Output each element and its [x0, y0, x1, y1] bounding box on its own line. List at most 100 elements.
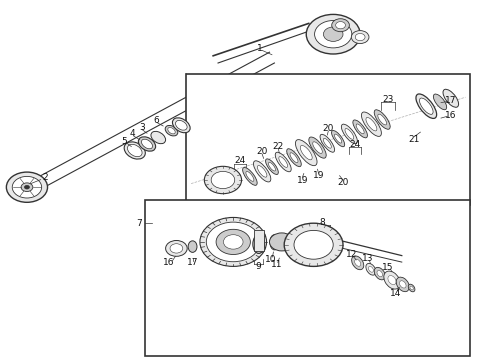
Ellipse shape [138, 137, 156, 151]
Ellipse shape [309, 137, 326, 158]
Text: 15: 15 [382, 263, 394, 271]
Text: 24: 24 [235, 157, 245, 166]
Text: 17: 17 [445, 96, 457, 105]
Ellipse shape [320, 134, 335, 152]
Ellipse shape [433, 94, 447, 110]
Text: 7: 7 [136, 219, 142, 228]
Ellipse shape [342, 124, 357, 144]
Ellipse shape [188, 241, 197, 252]
Ellipse shape [313, 142, 322, 153]
Ellipse shape [165, 125, 178, 136]
Ellipse shape [172, 118, 190, 133]
Text: 20: 20 [322, 125, 334, 134]
Text: 20: 20 [256, 148, 268, 156]
Ellipse shape [366, 264, 376, 275]
Ellipse shape [168, 127, 175, 134]
Ellipse shape [269, 162, 275, 171]
Ellipse shape [366, 117, 377, 131]
Ellipse shape [332, 130, 344, 147]
Ellipse shape [257, 166, 267, 177]
Ellipse shape [419, 98, 433, 114]
Ellipse shape [410, 286, 413, 290]
Ellipse shape [378, 114, 387, 125]
Circle shape [216, 229, 250, 255]
Circle shape [166, 240, 187, 256]
Circle shape [294, 230, 333, 259]
Text: 8: 8 [319, 217, 325, 227]
Ellipse shape [246, 171, 254, 181]
Text: 20: 20 [337, 179, 349, 188]
Text: 6: 6 [153, 117, 159, 126]
Text: 5: 5 [121, 137, 127, 146]
Text: 16: 16 [163, 258, 175, 267]
Circle shape [351, 31, 369, 44]
Text: 24: 24 [349, 140, 360, 149]
Circle shape [24, 185, 29, 189]
Ellipse shape [142, 139, 152, 149]
Circle shape [284, 223, 343, 266]
Circle shape [12, 176, 42, 198]
Text: 22: 22 [273, 143, 284, 152]
Ellipse shape [279, 157, 288, 167]
Ellipse shape [374, 110, 390, 129]
Ellipse shape [275, 152, 291, 172]
Ellipse shape [353, 120, 368, 138]
Ellipse shape [300, 145, 312, 160]
Text: 3: 3 [139, 123, 145, 132]
Circle shape [355, 33, 365, 41]
Bar [145, 200, 470, 356]
Text: 9: 9 [256, 262, 262, 271]
Ellipse shape [399, 281, 406, 288]
Ellipse shape [175, 120, 187, 130]
Circle shape [315, 21, 352, 48]
Ellipse shape [416, 94, 437, 118]
Text: 16: 16 [445, 111, 457, 120]
Ellipse shape [151, 131, 166, 144]
Circle shape [223, 235, 243, 249]
Ellipse shape [323, 138, 331, 148]
Text: 17: 17 [187, 258, 198, 267]
Circle shape [270, 233, 294, 251]
Circle shape [211, 171, 235, 189]
Ellipse shape [356, 124, 364, 134]
Ellipse shape [345, 129, 354, 139]
Text: 19: 19 [313, 171, 324, 180]
Bar [254, 230, 264, 251]
Ellipse shape [335, 134, 342, 143]
Ellipse shape [290, 153, 298, 163]
Text: 10: 10 [265, 255, 277, 264]
Text: 11: 11 [271, 260, 283, 269]
Circle shape [206, 222, 260, 262]
Text: 23: 23 [382, 95, 394, 104]
Circle shape [323, 27, 343, 41]
Text: 14: 14 [390, 289, 402, 298]
Ellipse shape [266, 159, 278, 175]
Ellipse shape [243, 167, 257, 185]
Ellipse shape [270, 235, 279, 250]
Ellipse shape [355, 259, 361, 266]
Text: 21: 21 [408, 135, 420, 144]
Text: 4: 4 [129, 130, 135, 139]
Ellipse shape [253, 235, 265, 253]
Circle shape [336, 22, 345, 29]
Ellipse shape [377, 270, 383, 277]
Ellipse shape [388, 276, 396, 284]
Text: 2: 2 [42, 173, 48, 182]
Text: 19: 19 [296, 176, 308, 185]
Ellipse shape [408, 284, 415, 292]
Ellipse shape [255, 238, 262, 251]
Text: 1: 1 [257, 44, 263, 53]
Ellipse shape [362, 112, 381, 136]
Circle shape [332, 19, 349, 32]
Circle shape [6, 172, 48, 202]
Ellipse shape [287, 149, 301, 167]
Ellipse shape [368, 266, 373, 272]
Circle shape [21, 183, 33, 192]
Ellipse shape [127, 144, 142, 157]
Circle shape [170, 244, 183, 253]
Circle shape [200, 217, 267, 266]
Ellipse shape [396, 277, 409, 292]
Ellipse shape [384, 271, 400, 289]
Ellipse shape [124, 142, 146, 159]
Bar [186, 74, 470, 205]
